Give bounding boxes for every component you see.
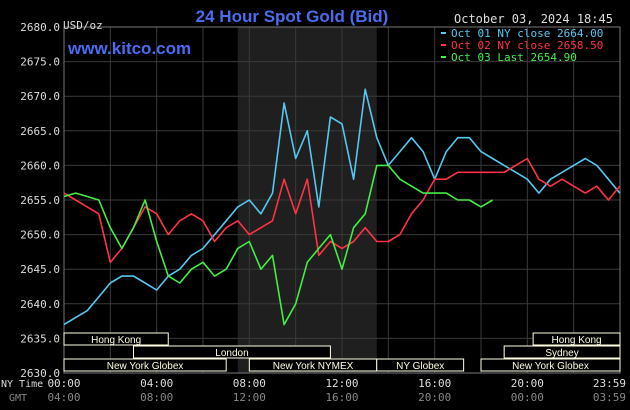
- gmt-time-tick: 00:00: [511, 391, 544, 404]
- ny-time-tick: 12:00: [325, 377, 358, 390]
- market-sessions: Hong Kong Hong Kong London Sydney New York G…: [63, 332, 621, 372]
- y-tick-label: 2635.0: [20, 332, 60, 345]
- time-axis: NY TimeGMT00:0004:0004:0008:0008:0012:00…: [1, 377, 626, 404]
- session-label: Hong Kong: [552, 335, 602, 346]
- series-line-2: [63, 157, 621, 264]
- legend-entry: Oct 01 NY close 2664.00: [451, 27, 603, 40]
- timestamp: October 03, 2024 18:45: [454, 12, 613, 26]
- y-axis-units: USD/oz: [63, 19, 103, 32]
- legend-entry: Oct 02 NY close 2658.50: [451, 39, 603, 52]
- y-axis-ticks: 2630.0 2635.0 2640.0 2645.0 2650.0 2655.0 2660…: [20, 21, 60, 380]
- series-line-1: [63, 88, 621, 326]
- ny-time-tick: 23:59: [593, 377, 626, 390]
- session-label: Sydney: [545, 348, 578, 359]
- ny-time-tick: 20:00: [511, 377, 544, 390]
- y-tick-label: 2640.0: [20, 298, 60, 311]
- session-bar: [63, 358, 227, 372]
- session-bar: [133, 345, 331, 359]
- session-bar: [63, 332, 169, 346]
- gmt-time-tick: 12:00: [233, 391, 266, 404]
- session-label: NY Globex: [396, 361, 444, 372]
- session-bar: [503, 345, 621, 359]
- session-bar: [532, 332, 621, 346]
- session-bar: [376, 358, 465, 372]
- y-tick-label: 2645.0: [20, 263, 60, 276]
- y-tick-label: 2680.0: [20, 21, 60, 34]
- ny-time-tick: 00:00: [47, 377, 80, 390]
- session-label: Hong Kong: [91, 335, 141, 346]
- y-tick-label: 2675.0: [20, 56, 60, 69]
- y-tick-label: 2670.0: [20, 90, 60, 103]
- gmt-time-tick: 03:59: [593, 391, 626, 404]
- series-lines: [63, 88, 621, 326]
- plot-frame: [63, 26, 621, 374]
- legend-entry: Oct 03 Last 2654.90: [451, 51, 577, 64]
- y-tick-label: 2650.0: [20, 229, 60, 242]
- watermark: www.kitco.com: [67, 39, 191, 58]
- ny-time-tick: 16:00: [418, 377, 451, 390]
- ny-time-label: NY Time: [1, 379, 43, 390]
- gmt-label: GMT: [9, 393, 27, 404]
- gmt-time-tick: 08:00: [140, 391, 173, 404]
- session-bar: [480, 358, 621, 372]
- y-tick-label: 2660.0: [20, 159, 60, 172]
- session-label: New York NYMEX: [273, 361, 354, 372]
- chart-title: 24 Hour Spot Gold (Bid): [196, 7, 389, 26]
- gmt-time-tick: 16:00: [325, 391, 358, 404]
- ny-time-tick: 04:00: [140, 377, 173, 390]
- session-label: New York Globex: [107, 361, 184, 372]
- y-tick-label: 2655.0: [20, 194, 60, 207]
- grid-lines: [63, 26, 621, 374]
- gmt-time-tick: 04:00: [47, 391, 80, 404]
- gmt-time-tick: 20:00: [418, 391, 451, 404]
- y-tick-label: 2665.0: [20, 125, 60, 138]
- y-tick-label: 2630.0: [20, 367, 60, 380]
- series-line-3: [63, 164, 494, 326]
- session-label: New York Globex: [512, 361, 589, 372]
- session-label: London: [215, 348, 248, 359]
- ny-time-tick: 08:00: [233, 377, 266, 390]
